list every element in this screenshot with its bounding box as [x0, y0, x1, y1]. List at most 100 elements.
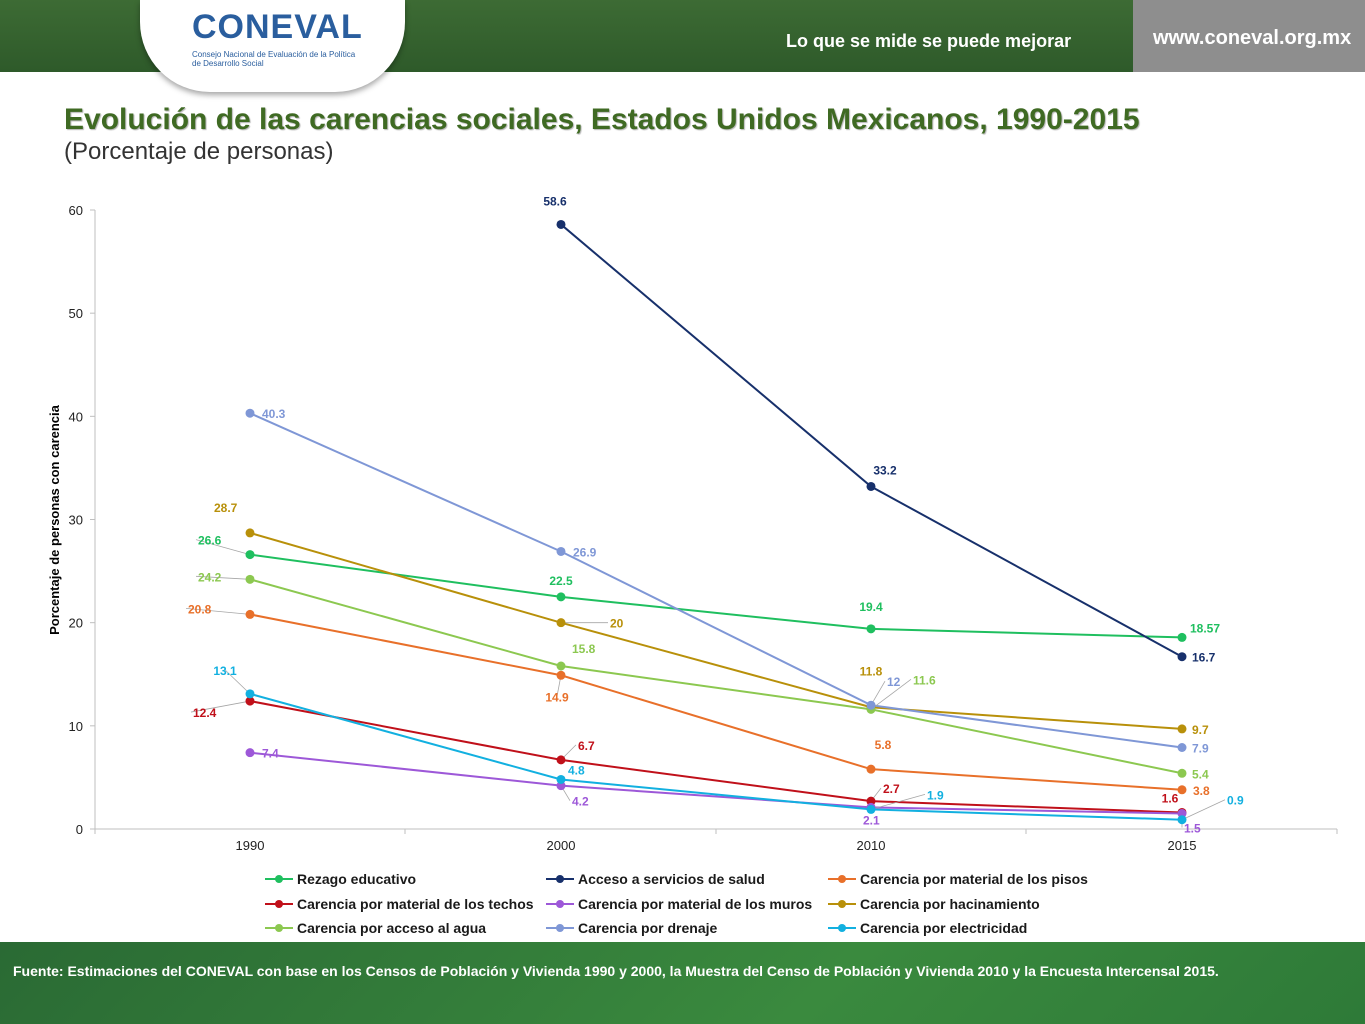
data-label: 16.7 [1192, 651, 1216, 665]
legend-item: Carencia por hacinamiento [828, 896, 1040, 912]
legend-label: Carencia por acceso al agua [297, 920, 487, 936]
series-line [249, 692, 1183, 821]
data-point [245, 748, 255, 758]
data-point [245, 609, 255, 619]
data-point [245, 696, 255, 706]
data-point [1177, 815, 1187, 825]
data-label: 12.4 [193, 706, 217, 720]
legend-item: Carencia por material de los muros [546, 896, 812, 912]
x-tick-label: 2000 [547, 838, 576, 853]
x-tick-label: 2010 [857, 838, 886, 853]
data-label: 12 [887, 675, 901, 689]
legend-marker [838, 900, 846, 908]
data-labels: 26.6 22.5 19.4 18.57 58.6 33.2 16.7 20.8 14.9 5.8… [188, 194, 1244, 835]
legend-swatch [546, 900, 574, 908]
legend-item: Carencia por material de los pisos [828, 871, 1088, 887]
series-line [249, 553, 1183, 639]
legend-marker [556, 924, 564, 932]
line-chart: 0 10 20 30 40 50 60 1990 2000 2010 2015 26.6 22.5 19… [47, 194, 1338, 853]
x-tick-label: 2015 [1168, 838, 1197, 853]
logo-subtitle: Consejo Nacional de Evaluación de la Pol… [192, 50, 356, 68]
data-label: 11.6 [913, 673, 936, 687]
legend-marker [275, 875, 283, 883]
x-tick-label: 1990 [236, 838, 265, 853]
data-label: 7.4 [262, 747, 279, 761]
data-label: 2.7 [883, 782, 900, 796]
logo-tab: CONEVAL Consejo Nacional de Evaluación d… [140, 0, 405, 92]
legend-marker [838, 875, 846, 883]
label-leader-line [195, 575, 251, 580]
label-leader-line [1181, 799, 1226, 821]
data-label: 7.9 [1192, 741, 1209, 755]
series-line [249, 751, 1183, 815]
data-label: 33.2 [873, 463, 897, 477]
legend-marker [838, 924, 846, 932]
data-label: 40.3 [262, 407, 286, 421]
url-box [1133, 0, 1365, 72]
legend-swatch [265, 924, 293, 932]
series-line [249, 578, 1183, 775]
series-line [249, 613, 1183, 791]
legend-swatch [828, 924, 856, 932]
data-point [1177, 652, 1187, 662]
website-url[interactable]: www.coneval.org.mx [1153, 27, 1352, 49]
data-label: 4.2 [572, 795, 589, 809]
legend-label: Carencia por material de los pisos [860, 871, 1088, 887]
data-label: 22.5 [549, 574, 573, 588]
data-label: 24.2 [198, 570, 222, 584]
slogan: Lo que se mide se puede mejorar [786, 31, 1072, 51]
data-point [556, 670, 566, 680]
legend-swatch [265, 900, 293, 908]
data-point [866, 796, 876, 806]
legend-item: Carencia por material de los techos [265, 896, 534, 912]
series-line [249, 531, 1183, 730]
slide-subtitle: (Porcentaje de personas) [64, 138, 334, 165]
data-label: 11.8 [860, 664, 883, 678]
data-label: 26.6 [198, 534, 222, 548]
data-point [556, 618, 566, 628]
label-leader-lines [185, 539, 1226, 828]
legend-swatch [265, 875, 293, 883]
legend-label: Acceso a servicios de salud [578, 871, 765, 887]
footer-bar: Fuente: Estimaciones del CONEVAL con bas… [0, 942, 1365, 1024]
data-point [866, 804, 876, 814]
series-points [245, 219, 1187, 825]
label-leader-line [870, 679, 912, 710]
data-point [556, 781, 566, 791]
data-label: 20.8 [188, 602, 212, 616]
legend-label: Carencia por material de los techos [297, 896, 534, 912]
data-point [1177, 768, 1187, 778]
data-point [1177, 809, 1187, 819]
data-label: 15.8 [572, 642, 596, 656]
data-point [1177, 742, 1187, 752]
data-label: 6.7 [578, 739, 595, 753]
y-tick-label: 20 [69, 616, 83, 631]
y-tick-label: 40 [69, 409, 83, 424]
series-lines [249, 223, 1183, 821]
data-point [1177, 785, 1187, 795]
data-point [866, 700, 876, 710]
data-point [556, 592, 566, 602]
data-point [866, 764, 876, 774]
source-note: Fuente: Estimaciones del CONEVAL con bas… [13, 963, 1219, 979]
data-point [556, 755, 566, 765]
legend-swatch [828, 875, 856, 883]
legend-swatch [546, 875, 574, 883]
data-label: 1.6 [1162, 791, 1179, 805]
data-point [1177, 632, 1187, 642]
label-leader-line [190, 700, 251, 713]
y-tick-label: 60 [69, 203, 83, 218]
data-label: 58.6 [543, 194, 567, 208]
legend-item: Rezago educativo [265, 871, 416, 887]
data-point [245, 528, 255, 538]
data-label: 2.1 [863, 813, 880, 827]
data-label: 5.4 [1192, 767, 1209, 781]
legend-label: Carencia por material de los muros [578, 896, 813, 912]
data-label: 13.1 [213, 664, 237, 678]
data-label: 28.7 [214, 501, 238, 515]
logo-wordmark: CONEVAL [192, 8, 363, 46]
data-point [556, 774, 566, 784]
series-line [249, 412, 1183, 749]
y-tick-label: 0 [76, 822, 83, 837]
data-point [245, 689, 255, 699]
